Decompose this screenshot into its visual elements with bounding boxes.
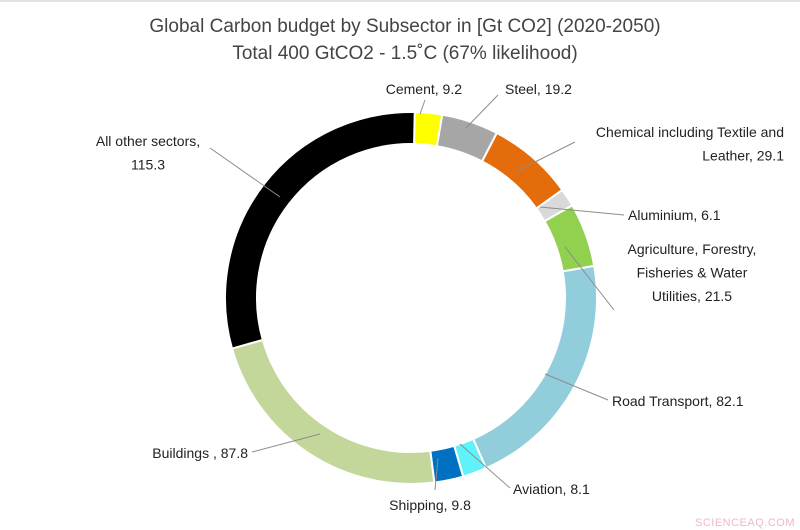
data-label-cement: Cement, 9.2: [386, 81, 462, 97]
leader-line-aviation: [459, 443, 511, 489]
data-label-steel: Steel, 19.2: [505, 81, 572, 97]
data-label-agriculture-forestry-fisheries-water-utilities: Fisheries & Water: [637, 265, 748, 281]
data-label-agriculture-forestry-fisheries-water-utilities: Agriculture, Forestry,: [628, 241, 757, 257]
chart-title: Global Carbon budget by Subsector in [Gt…: [149, 16, 660, 37]
leader-line-chemical-including-textile-and-leather: [514, 141, 576, 173]
data-label-chemical-including-textile-and-leather: Leather, 29.1: [702, 148, 784, 164]
leader-line-all-other-sectors: [209, 147, 281, 198]
leader-line-shipping: [434, 457, 439, 491]
leader-line-cement: [419, 99, 426, 115]
data-label-aviation: Aviation, 8.1: [513, 481, 590, 497]
leader-line-agriculture-forestry-fisheries-water-utilities: [564, 246, 615, 311]
slice-buildings: [230, 338, 436, 485]
data-label-shipping: Shipping, 9.8: [389, 497, 471, 513]
leader-line-buildings: [251, 433, 321, 453]
slice-chemical-including-textile-and-leather: [480, 131, 564, 210]
data-label-all-other-sectors: 115.3: [131, 157, 165, 173]
data-label-aluminium: Aluminium, 6.1: [628, 207, 721, 223]
watermark: SCIENCEAQ.COM: [695, 517, 795, 529]
data-label-chemical-including-textile-and-leather: Chemical including Textile and: [596, 124, 784, 140]
leader-line-steel: [465, 94, 499, 129]
leader-line-aluminium: [539, 206, 625, 216]
leader-line-road-transport: [544, 373, 609, 401]
data-label-road-transport: Road Transport, 82.1: [612, 393, 744, 409]
data-label-agriculture-forestry-fisheries-water-utilities: Utilities, 21.5: [652, 288, 732, 304]
data-label-buildings: Buildings , 87.8: [152, 445, 248, 461]
slice-road-transport: [471, 264, 598, 470]
chart-subtitle: Total 400 GtCO2 - 1.5˚C (67% likelihood): [232, 43, 577, 64]
slice-all-other-sectors: [224, 111, 416, 350]
data-label-all-other-sectors: All other sectors,: [96, 133, 200, 149]
